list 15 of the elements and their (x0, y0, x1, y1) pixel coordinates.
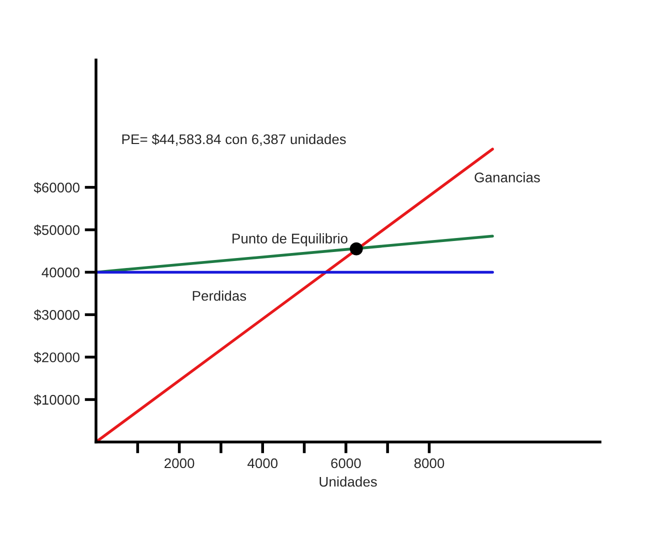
annotation: PE= $44,583.84 con 6,387 unidades (122, 134, 346, 146)
x-tick-label: 8000 (414, 458, 444, 468)
annotation: Ganancias (474, 172, 540, 182)
y-tick-label: $50000 (34, 224, 80, 236)
y-tick-label: $20000 (34, 352, 80, 364)
x-tick-label: 2000 (164, 458, 194, 468)
y-tick-label: $10000 (34, 394, 80, 406)
x-axis-title: Unidades (320, 476, 377, 487)
y-tick-label: $30000 (34, 309, 80, 321)
y-tick-label: $60000 (34, 182, 80, 194)
annotation: Punto de Equilibrio (232, 233, 348, 246)
y-tick-label: 40000 (42, 268, 80, 278)
x-tick-label: 6000 (331, 458, 361, 468)
annotation: Perdidas (192, 290, 246, 301)
x-tick-label: 4000 (247, 458, 278, 468)
